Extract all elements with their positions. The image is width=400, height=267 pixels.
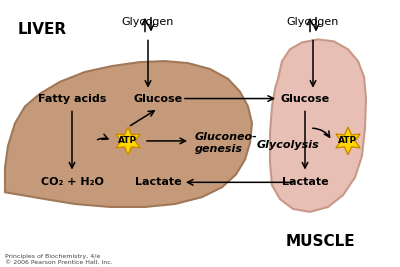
Text: CO₂ + H₂O: CO₂ + H₂O — [40, 177, 104, 187]
Text: Glucose: Glucose — [280, 93, 330, 104]
Text: Principles of Biochemistry, 4/e
© 2006 Pearson Prentice Hall, Inc.: Principles of Biochemistry, 4/e © 2006 P… — [5, 254, 113, 265]
Text: Lactate: Lactate — [135, 177, 181, 187]
Text: Glucose: Glucose — [134, 93, 182, 104]
Text: Gluconeo-
genesis: Gluconeo- genesis — [195, 132, 258, 154]
Text: Lactate: Lactate — [282, 177, 328, 187]
Text: LIVER: LIVER — [18, 22, 67, 37]
Text: ATP: ATP — [338, 136, 358, 146]
Text: Glycolysis: Glycolysis — [257, 140, 319, 150]
Text: Glycogen: Glycogen — [122, 17, 174, 27]
Text: Fatty acids: Fatty acids — [38, 93, 106, 104]
Polygon shape — [116, 127, 140, 155]
Text: Glycogen: Glycogen — [287, 17, 339, 27]
Polygon shape — [270, 40, 366, 212]
Text: ATP: ATP — [118, 136, 138, 146]
Polygon shape — [336, 127, 360, 155]
Text: MUSCLE: MUSCLE — [285, 234, 355, 249]
Polygon shape — [5, 61, 252, 207]
